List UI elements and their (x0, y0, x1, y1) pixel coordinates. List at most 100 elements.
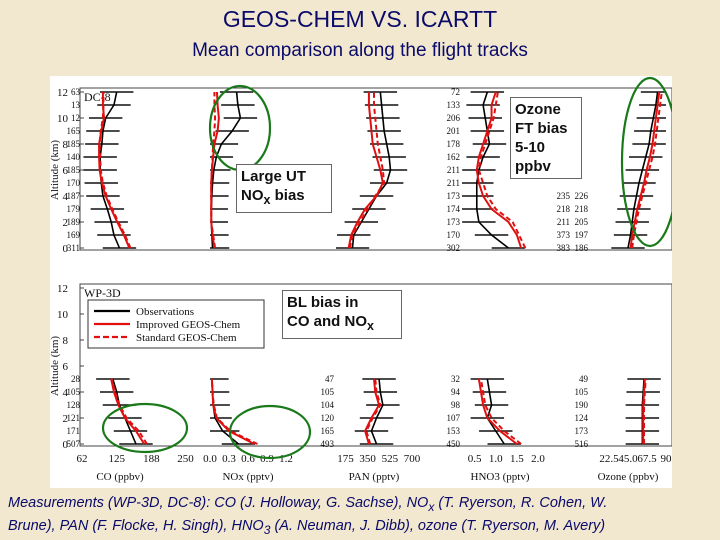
series-improved-pan (347, 92, 384, 249)
x-tick-label: 0.3 (222, 453, 236, 465)
sample-count-label: 169 (67, 230, 81, 240)
series-standard-pan (348, 92, 386, 249)
altitude-axis-label: Altitude (km) (50, 336, 61, 397)
callout-o3-line1: Ozone (515, 101, 561, 118)
altitude-tick-label: 8 (63, 335, 69, 347)
callout-bl-bias: BL bias in CO and NOx (282, 290, 402, 339)
callout-ut-sub: x (263, 193, 271, 207)
page-title: GEOS-CHEM VS. ICARTT (222, 6, 498, 32)
series-observations-hno3 (486, 378, 505, 445)
series-standard-co (110, 378, 148, 445)
sample-count-label: 190 (575, 400, 589, 410)
sample-count-label: 189 (67, 217, 81, 227)
sample-count-label: 170 (447, 230, 461, 240)
series-standard-o3 (631, 91, 663, 249)
sample-count-label: 218 (575, 204, 589, 214)
series-standard-co (98, 92, 132, 249)
legend-entry: Observations (136, 306, 194, 318)
sample-count-label: 450 (447, 439, 461, 449)
sample-count-label: 47 (325, 374, 335, 384)
sample-count-label: 311 (67, 243, 80, 253)
x-tick-label: 350 (359, 453, 376, 465)
callout-o3-line4: ppbv (515, 158, 551, 175)
sample-count-label: 105 (575, 387, 589, 397)
sample-count-label: 133 (447, 100, 461, 110)
x-tick-label: 67.5 (637, 453, 657, 465)
x-axis-label-pan: PAN (pptv) (349, 471, 400, 483)
sample-count-label: 516 (575, 439, 589, 449)
series-observations-hno3 (475, 91, 509, 249)
sample-count-label: 124 (575, 413, 589, 423)
sample-count-label: 174 (447, 204, 461, 214)
series-improved-pan (364, 378, 381, 445)
x-tick-label: 525 (382, 453, 399, 465)
legend-entry: Improved GEOS-Chem (136, 319, 241, 331)
series-standard-hno3 (480, 378, 522, 445)
highlight-ellipse (228, 404, 312, 460)
altitude-tick-label: 8 (63, 139, 69, 151)
sample-count-label: 211 (447, 178, 460, 188)
sample-count-label: 373 (557, 230, 571, 240)
sample-count-label: 211 (447, 165, 460, 175)
x-axis-label-nox: NOx (pptv) (222, 471, 273, 483)
callout-large-ut-nox-bias: Large UT NOx bias (236, 164, 332, 213)
series-improved-o3 (629, 91, 661, 249)
sample-count-label: 185 (67, 165, 81, 175)
sample-count-label: 128 (67, 400, 81, 410)
sample-count-label: 94 (451, 387, 461, 397)
sample-count-label: 28 (71, 374, 81, 384)
x-tick-label: 22.5 (599, 453, 619, 465)
sample-count-label: 72 (451, 87, 460, 97)
sample-count-label: 120 (321, 413, 335, 423)
x-tick-label: 700 (404, 453, 421, 465)
sample-count-label: 383 (557, 243, 571, 253)
sample-count-label: 187 (67, 191, 81, 201)
callout-o3-line2: FT bias (515, 120, 568, 137)
sample-count-label: 153 (447, 426, 461, 436)
series-improved-hno3 (477, 378, 518, 445)
sample-count-label: 173 (447, 217, 461, 227)
sample-count-label: 12 (71, 113, 80, 123)
sample-count-label: 507 (67, 439, 81, 449)
x-tick-label: 250 (177, 453, 194, 465)
sample-count-label: 165 (321, 426, 335, 436)
sample-count-label: 171 (67, 426, 81, 436)
sample-count-label: 185 (67, 139, 81, 149)
callout-ut-end: bias (270, 187, 305, 204)
x-axis-label-co: CO (ppbv) (96, 471, 144, 483)
x-tick-label: 125 (108, 453, 125, 465)
sample-count-label: 105 (67, 387, 81, 397)
callout-bl-line2: CO and NO (287, 313, 368, 330)
sample-count-label: 211 (557, 217, 570, 227)
sample-count-label: 170 (67, 178, 81, 188)
callout-ut-line1: Large UT (241, 168, 307, 185)
footer-line1: Measurements (WP-3D, DC-8): CO (J. Hollo… (8, 495, 429, 511)
sample-count-label: 235 (557, 191, 571, 201)
x-tick-label: 188 (143, 453, 160, 465)
x-tick-label: 0.5 (468, 453, 482, 465)
sample-count-label: 63 (71, 87, 81, 97)
callout-ut-nox: NO (241, 187, 264, 204)
sample-count-label: 186 (575, 243, 589, 253)
sample-count-label: 205 (575, 217, 589, 227)
panel-frame (79, 87, 672, 251)
series-standard-nox (210, 92, 217, 249)
sample-count-label: 107 (447, 413, 461, 423)
sample-count-label: 206 (447, 113, 461, 123)
series-improved-co (98, 92, 131, 249)
x-tick-label: 0.0 (203, 453, 217, 465)
altitude-tick-label: 4 (63, 191, 69, 203)
altitude-tick-label: 6 (63, 165, 69, 177)
altitude-tick-label: 12 (57, 87, 68, 99)
sample-count-label: 104 (321, 400, 335, 410)
sample-count-label: 165 (67, 126, 81, 136)
sample-count-label: 302 (447, 243, 461, 253)
series-observations-o3 (627, 91, 659, 249)
highlight-ellipse (101, 402, 189, 454)
panel-frame (79, 283, 672, 447)
sample-count-label: 218 (557, 204, 571, 214)
footer-line1-sub: x (428, 499, 435, 514)
footer-line1-end: (T. Ryerson, R. Cohen, W. (434, 495, 608, 511)
sample-count-label: 13 (71, 100, 81, 110)
